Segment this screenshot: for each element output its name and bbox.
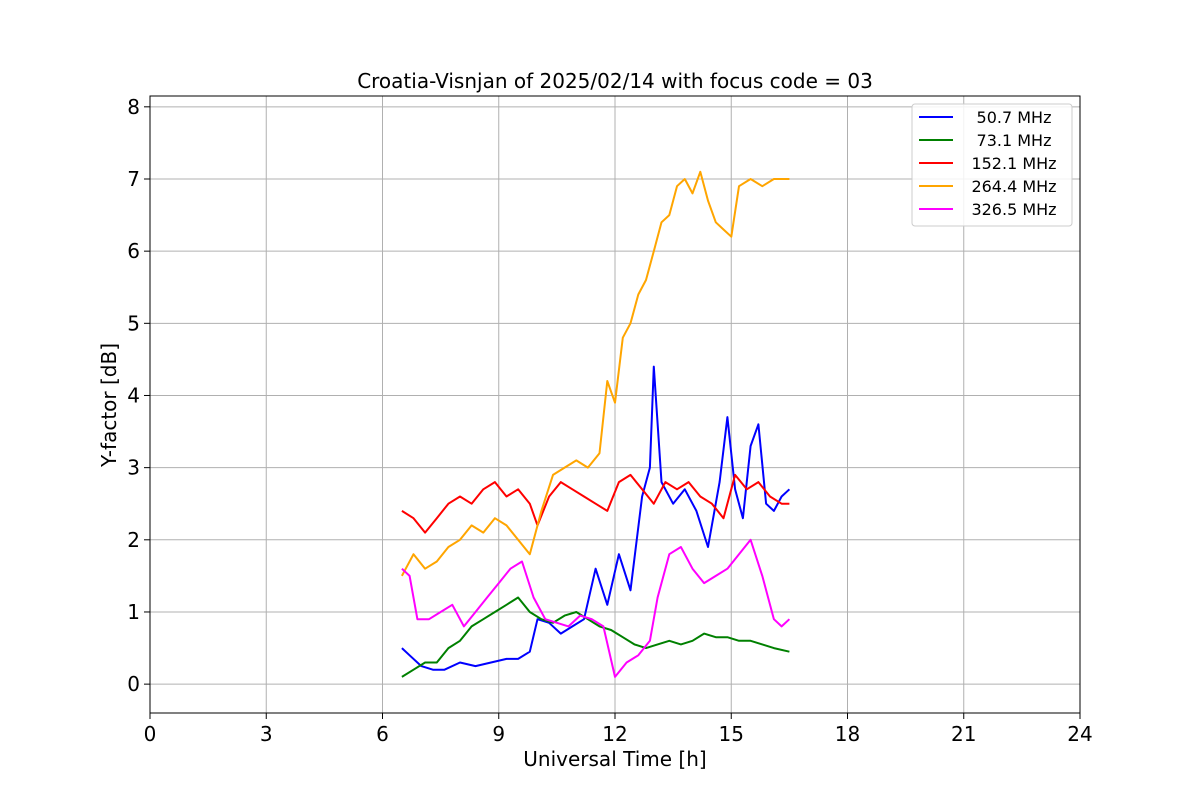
legend-label-4: 326.5 MHz xyxy=(971,200,1056,219)
series-line-1 xyxy=(401,596,790,678)
legend: 50.7 MHz 73.1 MHz 152.1 MHz 264.4 MHz 326.5… xyxy=(911,103,1073,227)
x-tick-label: 0 xyxy=(144,722,157,746)
legend-label-1: 73.1 MHz xyxy=(977,131,1052,150)
x-tick-label: 15 xyxy=(719,722,744,746)
x-tick-label: 21 xyxy=(951,722,976,746)
y-tick-label: 1 xyxy=(127,600,140,624)
chart-title: Croatia-Visnjan of 2025/02/14 with focus… xyxy=(357,69,873,93)
x-tick-label: 24 xyxy=(1067,722,1092,746)
series-lines xyxy=(401,170,791,678)
x-tick-label: 12 xyxy=(602,722,627,746)
x-tick-label: 3 xyxy=(260,722,273,746)
series-line-0 xyxy=(401,365,791,671)
legend-label-2: 152.1 MHz xyxy=(971,154,1056,173)
legend-box xyxy=(911,103,1073,227)
legend-label-3: 264.4 MHz xyxy=(971,177,1056,196)
y-tick-label: 6 xyxy=(127,239,140,263)
x-axis-label: Universal Time [h] xyxy=(523,747,706,771)
y-tick-label: 2 xyxy=(127,528,140,552)
y-tick-label: 4 xyxy=(127,383,140,407)
y-tick-label: 7 xyxy=(127,167,140,191)
y-tick-label: 3 xyxy=(127,456,140,480)
y-axis-label: Y-factor [dB] xyxy=(97,343,121,468)
x-tick-label: 18 xyxy=(835,722,860,746)
y-tick-label: 0 xyxy=(127,672,140,696)
series-line-2 xyxy=(401,473,790,534)
series-line-4 xyxy=(401,538,791,678)
legend-label-0: 50.7 MHz xyxy=(977,108,1052,127)
x-tick-label: 6 xyxy=(376,722,389,746)
y-tick-label: 8 xyxy=(127,95,140,119)
x-tick-label: 9 xyxy=(492,722,505,746)
series-line-3 xyxy=(401,170,790,577)
y-tick-label: 5 xyxy=(127,311,140,335)
